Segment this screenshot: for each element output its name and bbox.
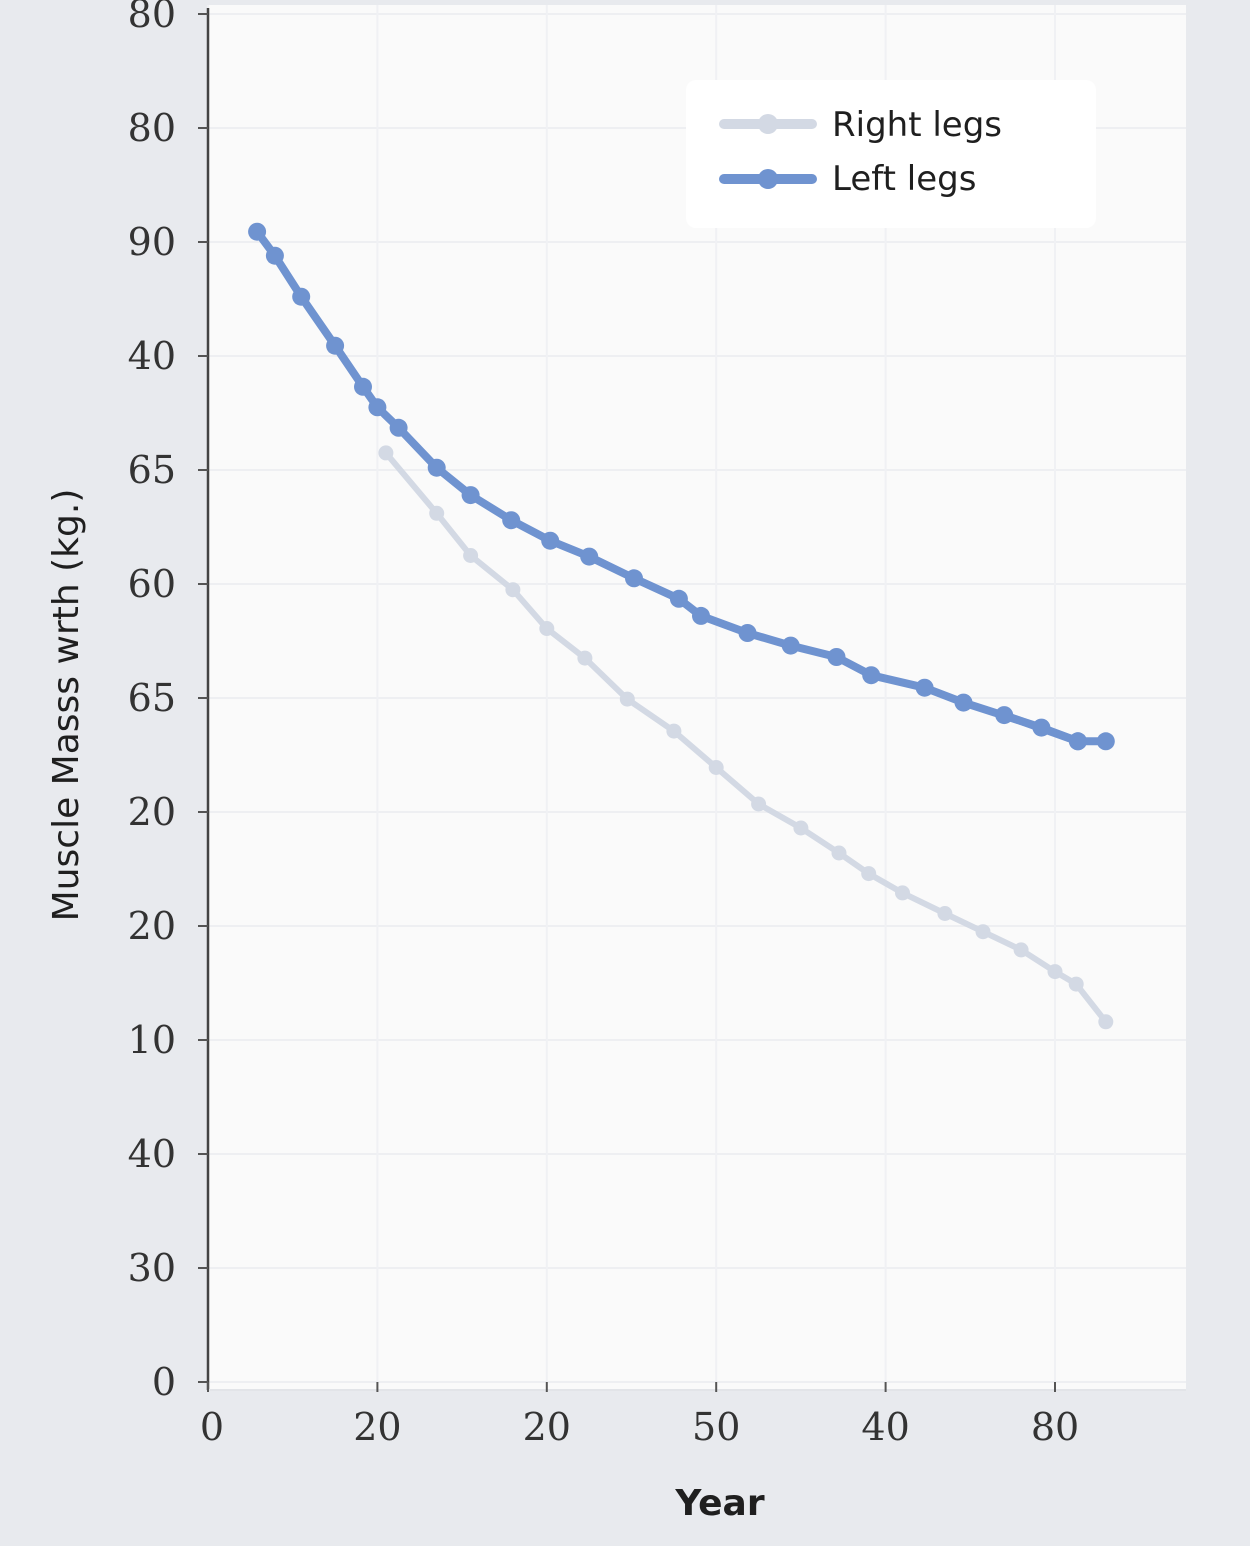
x-tick-label: 80 — [1031, 1405, 1079, 1449]
data-point-right-legs — [975, 924, 991, 940]
data-point-right-legs — [1068, 976, 1084, 992]
legend: Right legs Left legs — [686, 80, 1096, 228]
data-point-right-legs — [1013, 942, 1029, 958]
data-point-left-legs — [738, 624, 757, 642]
y-tick-label: 10 — [128, 1018, 176, 1062]
x-tick-label: 50 — [692, 1405, 740, 1449]
data-point-right-legs — [378, 445, 394, 461]
x-axis-ticks: 0 20 20 50 40 80 — [200, 1382, 1079, 1449]
y-tick-label: 20 — [128, 904, 176, 948]
legend-label-left-legs: Left legs — [832, 159, 976, 199]
y-tick-label: 80 — [128, 106, 176, 150]
y-tick-label: 40 — [128, 334, 176, 378]
data-point-left-legs — [389, 418, 408, 437]
data-point-left-legs-tail — [995, 706, 1014, 725]
data-point-right-legs — [577, 650, 593, 666]
y-axis-title: Muscle Masss wrth (kg.) — [46, 489, 87, 922]
data-point-left-legs — [265, 246, 284, 265]
data-point-left-legs — [354, 377, 372, 396]
x-tick-label: 20 — [353, 1405, 401, 1449]
data-point-right-legs — [1047, 964, 1063, 980]
data-point-left-legs — [954, 693, 973, 712]
data-point-left-legs — [541, 531, 560, 550]
data-point-left-legs — [915, 678, 934, 697]
x-tick-label: 0 — [200, 1405, 224, 1449]
data-point-right-legs — [793, 820, 809, 836]
data-point-left-legs — [427, 458, 446, 477]
y-tick-label: 65 — [128, 676, 176, 720]
y-tick-label: 20 — [128, 790, 176, 834]
data-point-right-legs — [861, 866, 877, 882]
y-tick-label: 30 — [128, 1246, 176, 1290]
legend-marker-right-legs — [758, 114, 778, 134]
data-point-right-legs — [505, 582, 521, 598]
data-point-left-legs-tail — [1068, 732, 1087, 751]
legend-label-right-legs: Right legs — [832, 105, 1002, 145]
data-point-left-legs — [827, 648, 846, 666]
data-point-right-legs — [1098, 1014, 1114, 1030]
data-point-left-legs — [625, 569, 643, 588]
data-point-left-legs-tail — [1096, 732, 1115, 751]
data-point-left-legs — [669, 589, 688, 608]
data-point-right-legs — [666, 723, 682, 739]
y-tick-label: 80 — [128, 0, 176, 36]
data-point-left-legs — [580, 547, 599, 566]
data-point-left-legs — [692, 606, 710, 625]
data-point-right-legs — [539, 621, 555, 636]
data-point-right-legs — [831, 845, 847, 861]
data-point-left-legs — [502, 511, 521, 530]
data-point-right-legs — [429, 505, 445, 521]
series-group — [248, 222, 1115, 1030]
data-point-right-legs — [895, 885, 910, 901]
data-point-right-legs — [751, 796, 767, 812]
y-tick-label: 65 — [128, 448, 176, 492]
data-point-right-legs — [619, 691, 635, 707]
data-point-right-legs — [708, 760, 724, 775]
data-point-left-legs — [461, 486, 480, 505]
y-tick-label: 0 — [152, 1360, 176, 1404]
data-point-left-legs — [326, 336, 345, 355]
data-point-left-legs — [368, 398, 387, 417]
y-axis-ticks: 0 30 40 10 20 20 65 60 65 40 90 80 80 — [128, 0, 208, 1404]
x-axis-title: Year — [674, 1483, 764, 1524]
data-point-left-legs — [248, 222, 267, 241]
y-tick-label: 60 — [128, 562, 176, 606]
data-point-left-legs — [292, 287, 311, 306]
data-point-left-legs — [781, 636, 800, 655]
data-point-left-legs — [862, 666, 881, 685]
data-point-right-legs — [937, 906, 953, 921]
x-tick-label: 40 — [861, 1405, 909, 1449]
legend-box — [686, 80, 1096, 228]
data-point-right-legs — [463, 548, 479, 563]
y-tick-label: 40 — [128, 1132, 176, 1176]
y-tick-label: 90 — [128, 220, 176, 264]
x-tick-label: 20 — [523, 1405, 571, 1449]
legend-marker-left-legs — [758, 169, 778, 189]
